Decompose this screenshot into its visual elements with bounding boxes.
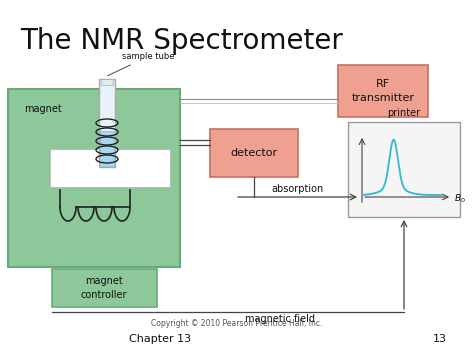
Bar bbox=[348, 122, 460, 217]
Text: Chapter 13: Chapter 13 bbox=[129, 334, 191, 344]
Text: printer: printer bbox=[387, 108, 420, 118]
Bar bbox=[8, 89, 180, 267]
Bar bbox=[50, 149, 170, 187]
Text: magnetic field: magnetic field bbox=[245, 314, 315, 324]
Bar bbox=[99, 79, 115, 167]
Text: $B_0$: $B_0$ bbox=[454, 193, 466, 205]
Text: absorption: absorption bbox=[272, 184, 324, 194]
Text: 13: 13 bbox=[433, 334, 447, 344]
Bar bbox=[52, 269, 157, 307]
Text: Copyright © 2010 Pearson Prentice Hall, Inc.: Copyright © 2010 Pearson Prentice Hall, … bbox=[151, 318, 323, 328]
Text: magnet
controller: magnet controller bbox=[81, 277, 127, 300]
Bar bbox=[100, 131, 114, 166]
Text: RF
transmitter: RF transmitter bbox=[352, 80, 414, 103]
Bar bbox=[210, 129, 298, 177]
Bar bbox=[338, 65, 428, 117]
Bar bbox=[101, 79, 113, 85]
Text: The NMR Spectrometer: The NMR Spectrometer bbox=[20, 27, 343, 55]
Text: sample tube: sample tube bbox=[108, 52, 174, 76]
Text: detector: detector bbox=[230, 148, 278, 158]
Text: magnet: magnet bbox=[24, 104, 62, 114]
